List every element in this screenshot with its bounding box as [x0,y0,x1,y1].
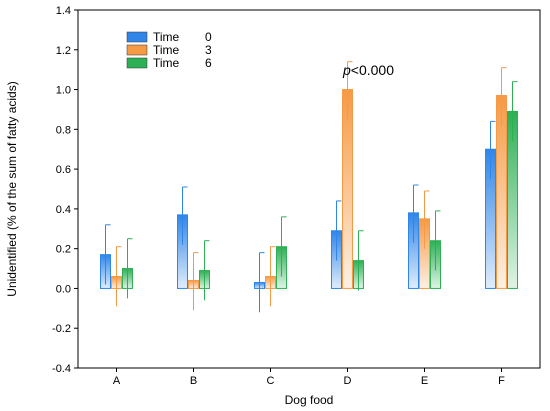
y-tick-label: 1.4 [56,5,71,17]
y-tick-label: -0.2 [52,323,71,335]
y-tick-label: 0.6 [56,164,71,176]
x-tick-label: D [344,375,352,387]
plot-frame [77,9,541,369]
legend-swatch [126,57,148,69]
plot-border [77,9,541,369]
bars [100,89,518,289]
legend-label: Time [153,30,180,44]
y-tick-label: 0.0 [56,283,71,295]
y-axis-title: Unidentified (% of the sum of fatty acid… [5,81,19,296]
y-axis: -0.4 -0.2 0.0 0.2 0.4 0.6 0.8 1.0 1.2 1.4 [52,5,78,375]
legend-value: 6 [205,56,212,70]
x-tick-label: F [498,375,505,387]
x-axis: A B C D E F [113,368,505,387]
y-tick-label: 1.2 [56,45,71,57]
legend-label: Time [153,56,180,70]
legend-swatch [126,31,148,43]
y-tick-label: -0.4 [52,363,71,375]
error-bars [105,61,518,313]
x-axis-title: Dog food [285,393,334,407]
p-value-annotation: p<0.000 [342,62,394,78]
legend-value: 0 [205,30,212,44]
legend-label: Time [153,43,180,57]
legend: Time 0 Time 3 Time 6 [126,30,212,70]
y-tick-label: 0.8 [56,124,71,136]
x-tick-label: E [421,375,428,387]
x-tick-label: B [190,375,197,387]
y-tick-label: 0.2 [56,244,71,256]
legend-swatch [126,44,148,56]
y-tick-label: 0.4 [56,204,71,216]
legend-value: 3 [205,43,212,57]
x-tick-label: C [267,375,275,387]
bar-D-time-3 [342,89,353,289]
y-tick-label: 1.0 [56,85,71,97]
x-tick-label: A [113,375,121,387]
